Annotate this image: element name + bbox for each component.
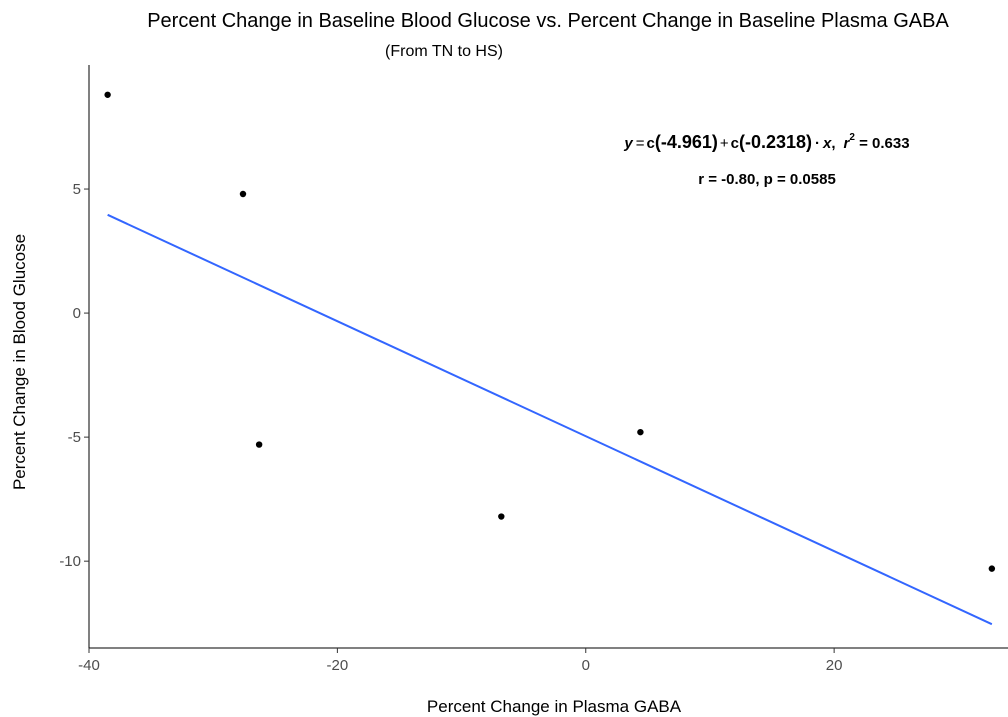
data-point [988, 565, 996, 572]
x-ticks: -40 -20 0 20 [78, 648, 842, 674]
eq-equals: = [636, 135, 645, 152]
correlation-stats: r = -0.80, p = 0.0585 [698, 171, 836, 188]
regression-line-layer [107, 213, 993, 626]
eq-r-symbol: r [844, 135, 851, 152]
eq-c1: c [647, 135, 655, 152]
eq-c2: c [731, 135, 739, 152]
y-tick-label: 5 [73, 181, 81, 198]
chart-title: Percent Change in Baseline Blood Glucose… [147, 10, 949, 32]
data-point [239, 190, 247, 198]
eq-y-symbol: y [623, 135, 633, 152]
y-axis-title: Percent Change in Blood Glucose [10, 234, 29, 490]
x-tick-label: -40 [78, 657, 100, 674]
x-tick-label: 0 [582, 657, 590, 674]
eq-r-exponent: 2 [849, 132, 855, 143]
y-tick-label: -10 [59, 553, 81, 570]
eq-slope: (-0.2318) [739, 132, 812, 152]
eq-r2-value: = 0.633 [855, 135, 910, 152]
y-tick-label: -5 [68, 429, 81, 446]
data-point [104, 91, 111, 98]
eq-comma: , [831, 135, 835, 152]
x-tick-label: 20 [826, 657, 843, 674]
x-tick-label: -20 [327, 657, 349, 674]
regression-equation: y = c(-4.961) + c(-0.2318) · x, r2 = 0.633 [623, 132, 909, 152]
eq-plus: + [720, 135, 729, 152]
data-point [498, 513, 505, 520]
y-ticks: -10 -5 0 5 [59, 181, 89, 570]
eq-intercept: (-4.961) [655, 132, 718, 152]
data-point [255, 441, 263, 448]
y-tick-label: 0 [73, 305, 81, 322]
eq-x-symbol: x [822, 135, 832, 152]
x-axis-title: Percent Change in Plasma GABA [427, 697, 682, 716]
chart-subtitle: (From TN to HS) [385, 43, 503, 60]
regression-line [107, 213, 993, 626]
plot-panel: -40 -20 0 20 -10 -5 0 5 [59, 65, 1008, 674]
eq-dot: · [815, 135, 820, 152]
data-point [637, 428, 644, 436]
points-layer [104, 91, 996, 572]
